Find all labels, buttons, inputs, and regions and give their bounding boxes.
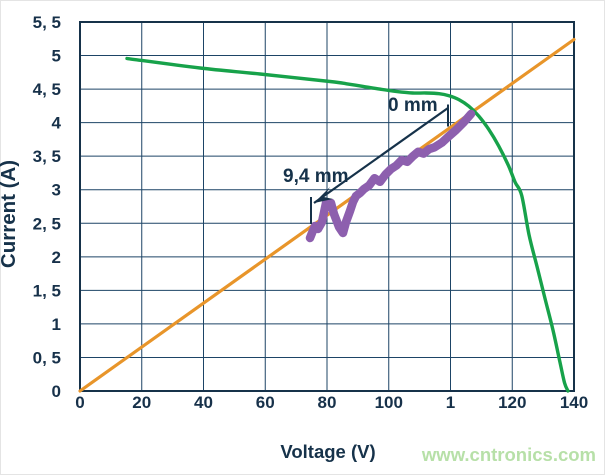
svg-text:1: 1 [446, 393, 455, 412]
svg-text:60: 60 [256, 393, 275, 412]
svg-text:2: 2 [52, 248, 61, 267]
svg-text:1, 5: 1, 5 [33, 281, 61, 300]
svg-text:140: 140 [560, 393, 588, 412]
svg-text:5: 5 [52, 47, 61, 66]
svg-text:4, 5: 4, 5 [33, 80, 61, 99]
svg-text:40: 40 [194, 393, 213, 412]
svg-text:80: 80 [318, 393, 337, 412]
svg-text:0 mm: 0 mm [388, 95, 438, 116]
svg-text:9,4 mm: 9,4 mm [283, 166, 348, 187]
svg-text:3: 3 [52, 181, 61, 200]
svg-text:20: 20 [132, 393, 151, 412]
svg-text:1: 1 [52, 315, 61, 334]
svg-text:0, 5: 0, 5 [33, 348, 61, 367]
svg-text:www.cntronics.com: www.cntronics.com [421, 444, 596, 465]
svg-text:4: 4 [52, 114, 62, 133]
svg-text:120: 120 [498, 393, 526, 412]
svg-text:5, 5: 5, 5 [33, 13, 61, 32]
svg-text:Current (A): Current (A) [0, 160, 20, 268]
svg-text:0: 0 [75, 393, 84, 412]
svg-text:Voltage (V): Voltage (V) [280, 441, 375, 462]
svg-text:2, 5: 2, 5 [33, 214, 61, 233]
svg-text:100: 100 [375, 393, 403, 412]
svg-text:3, 5: 3, 5 [33, 147, 61, 166]
svg-text:0: 0 [52, 382, 61, 401]
